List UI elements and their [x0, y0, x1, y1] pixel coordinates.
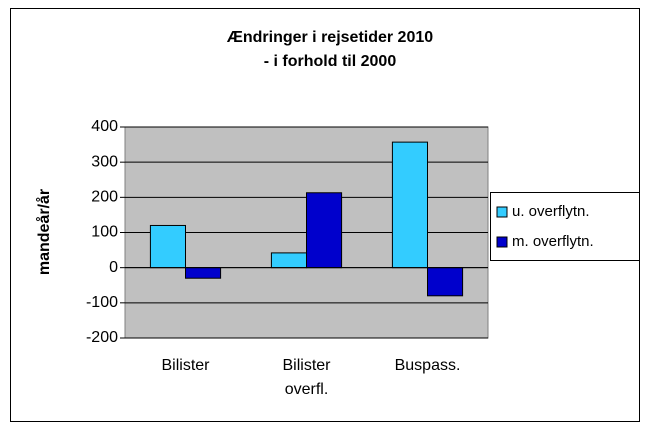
legend-swatch: [496, 206, 508, 218]
bar: [427, 267, 464, 297]
bar: [149, 224, 187, 269]
y-tick-label: 0: [109, 259, 118, 276]
chart-title: Ændringer i rejsetider 2010: [227, 29, 433, 46]
chart-title: - i forhold til 2000: [264, 53, 397, 70]
y-tick-label: 100: [91, 224, 118, 241]
y-axis-label: mandeår/år: [35, 189, 53, 275]
legend-box: [490, 192, 640, 261]
y-tick-label: 300: [91, 153, 118, 170]
legend-swatch: [496, 236, 508, 248]
x-tick-label: overfl.: [285, 381, 329, 398]
legend-label: u. overflytn.: [512, 203, 590, 220]
bar: [270, 252, 308, 269]
x-tick-label: Bilister: [282, 357, 331, 374]
x-tick-label: Bilister: [161, 357, 210, 374]
bar: [306, 192, 343, 269]
bar: [391, 141, 429, 269]
y-tick-label: -100: [86, 294, 118, 311]
y-tick-label: -200: [86, 329, 118, 346]
bar: [185, 267, 222, 279]
y-tick-label: 400: [91, 118, 118, 135]
legend-label: m. overflytn.: [512, 233, 594, 250]
x-tick-label: Buspass.: [395, 357, 461, 374]
y-tick-label: 200: [91, 189, 118, 206]
